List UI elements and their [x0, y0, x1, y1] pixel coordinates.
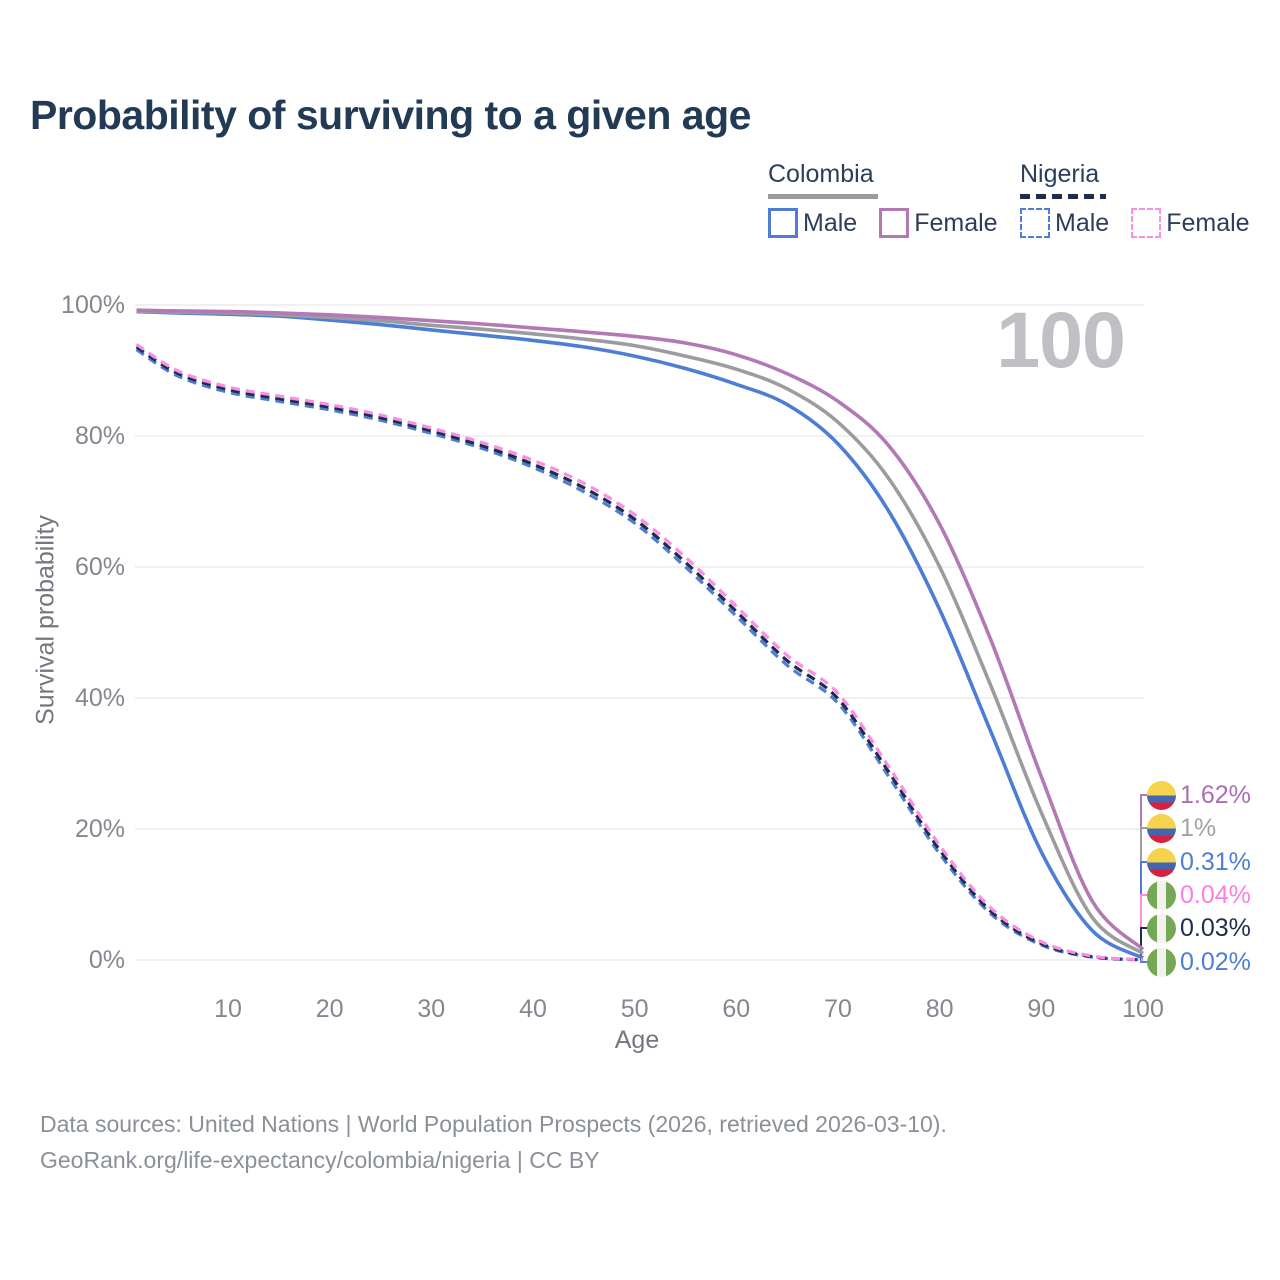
footer-source-line: Data sources: United Nations | World Pop… — [40, 1111, 947, 1137]
end-label-row: 1.62% — [1147, 780, 1251, 810]
legend-label-colombia-male: Male — [803, 208, 858, 237]
legend-item-colombia-male[interactable]: Male — [768, 208, 857, 238]
end-label-value: 0.03% — [1180, 914, 1251, 942]
nigeria-female-swatch-icon — [1131, 208, 1162, 238]
curve-nigeria_total[interactable] — [135, 345, 1144, 962]
colombia-female-swatch-icon — [879, 208, 910, 238]
legend-colombia-solid-line-swatch — [768, 194, 878, 199]
x-tick-label: 60 — [722, 995, 751, 1023]
y-axis-title: Survival probability — [31, 515, 60, 725]
legend-group-colombia: Colombia Male Female — [768, 160, 998, 238]
legend-label-nigeria-female: Female — [1166, 208, 1250, 237]
curve-colombia_total[interactable] — [136, 309, 1145, 956]
end-label-row: 0.02% — [1147, 947, 1251, 977]
footer: Data sources: United Nations | World Pop… — [40, 1106, 947, 1178]
end-label-value: 1% — [1180, 814, 1217, 842]
y-tick-label: 0% — [88, 946, 125, 974]
end-label-row: 1% — [1147, 813, 1216, 843]
y-tick-label: 40% — [74, 684, 125, 712]
y-tick-label: 100% — [61, 291, 125, 319]
y-tick-label: 60% — [74, 553, 125, 581]
y-tick-label: 20% — [74, 815, 125, 843]
x-tick-label: 100 — [1122, 995, 1164, 1023]
end-label-value: 0.31% — [1180, 848, 1251, 876]
end-label-value: 0.04% — [1180, 881, 1251, 909]
end-label-value: 0.02% — [1180, 948, 1251, 976]
legend-label-colombia-female: Female — [914, 208, 998, 237]
legend-item-colombia-female[interactable]: Female — [879, 208, 998, 238]
flag-icon-nigeria — [1147, 913, 1176, 943]
legend-item-nigeria-male[interactable]: Male — [1020, 208, 1109, 238]
x-axis-title: Age — [614, 1026, 660, 1054]
footer-link-line: GeoRank.org/life-expectancy/colombia/nig… — [40, 1147, 600, 1173]
nigeria-male-swatch-icon — [1020, 208, 1050, 238]
legend-group-nigeria: Nigeria Male Female — [1020, 160, 1250, 238]
legend-country-nigeria[interactable]: Nigeria — [1020, 160, 1100, 188]
flag-icon-colombia — [1147, 847, 1176, 877]
curve-colombia_female[interactable] — [136, 308, 1145, 951]
x-tick-label: 40 — [519, 995, 547, 1023]
hovered-age-watermark: 100 — [996, 295, 1126, 384]
x-tick-label: 50 — [620, 995, 649, 1023]
curve-colombia_male[interactable] — [136, 309, 1144, 960]
x-tick-label: 20 — [315, 995, 344, 1023]
x-tick-label: 70 — [824, 995, 852, 1023]
legend-country-colombia[interactable]: Colombia — [768, 160, 874, 188]
legend-item-nigeria-female[interactable]: Female — [1131, 208, 1250, 238]
page-title: Probability of surviving to a given age — [30, 92, 751, 138]
curve-nigeria_male[interactable] — [135, 348, 1144, 962]
flag-icon-colombia — [1147, 813, 1176, 843]
x-tick-label: 90 — [1027, 995, 1056, 1023]
x-tick-label: 80 — [925, 995, 954, 1023]
flag-icon-colombia — [1147, 780, 1176, 810]
end-label-value: 1.62% — [1180, 781, 1251, 809]
legend-label-nigeria-male: Male — [1055, 208, 1110, 237]
flag-icon-nigeria — [1147, 880, 1176, 910]
chart-svg[interactable] — [135, 300, 1250, 985]
flag-icon-nigeria — [1147, 947, 1176, 977]
end-label-row: 0.04% — [1147, 880, 1251, 910]
end-label-row: 0.03% — [1147, 913, 1251, 943]
y-tick-label: 80% — [74, 422, 125, 450]
end-label-leader-nigeria_male — [1140, 959, 1148, 963]
x-tick-label: 10 — [214, 995, 242, 1023]
end-label-row: 0.31% — [1147, 847, 1251, 877]
curve-nigeria_female[interactable] — [135, 342, 1144, 962]
legend-nigeria-dashed-line-swatch — [1020, 194, 1106, 199]
x-tick-label: 30 — [417, 995, 446, 1023]
colombia-male-swatch-icon — [768, 208, 798, 238]
